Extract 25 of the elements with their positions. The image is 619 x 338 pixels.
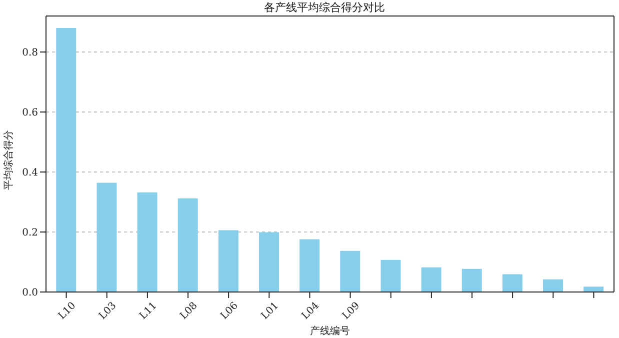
bar	[178, 198, 198, 292]
y-tick-label: 0.2	[22, 228, 38, 239]
bar	[462, 268, 482, 292]
bar	[502, 274, 522, 292]
bar	[340, 250, 360, 292]
y-tick-label: 0.8	[22, 48, 38, 59]
x-axis-title: 产线编号	[310, 325, 350, 337]
x-tick-label: L01	[259, 300, 281, 322]
chart-title: 各产线平均综合得分对比	[263, 0, 386, 15]
bar	[300, 239, 320, 292]
y-axis-title: 平均综合得分	[2, 130, 15, 190]
y-tick-label: 0.4	[22, 168, 38, 179]
bar	[96, 182, 117, 292]
x-tick-label: L04	[300, 300, 322, 322]
x-tick-label: L11	[138, 300, 160, 322]
bar	[380, 260, 401, 292]
bar	[259, 232, 279, 292]
bar	[56, 28, 76, 292]
bar	[421, 267, 442, 292]
bar	[218, 230, 238, 292]
bar	[543, 279, 563, 292]
y-tick-label: 0.0	[22, 288, 38, 299]
y-tick-label: 0.6	[22, 108, 38, 119]
bar	[137, 192, 158, 292]
bar	[584, 286, 604, 292]
